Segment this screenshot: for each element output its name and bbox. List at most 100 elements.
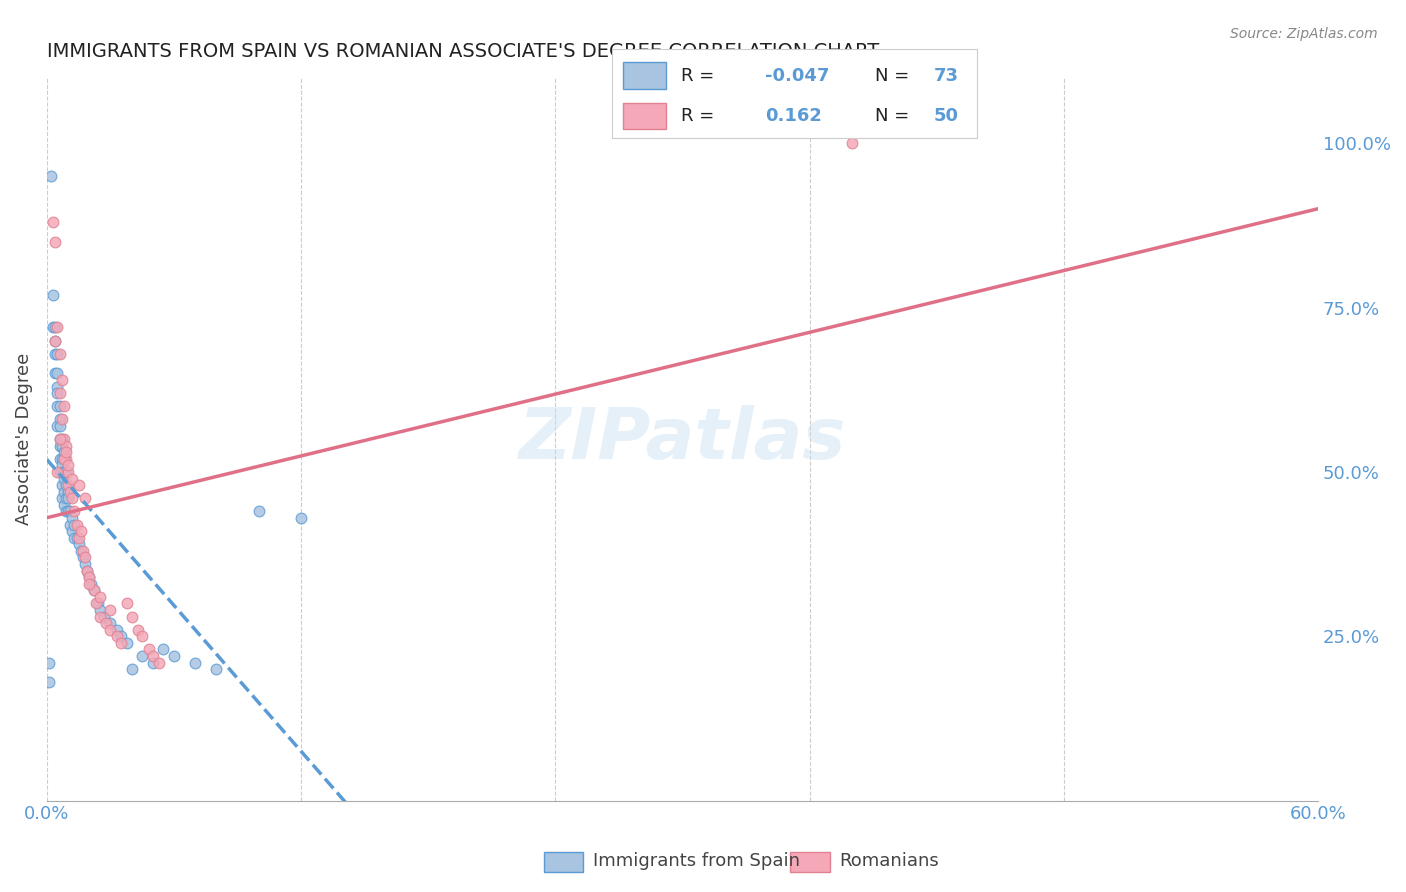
Point bbox=[69, 544, 91, 558]
Point bbox=[131, 648, 153, 663]
Point bbox=[89, 603, 111, 617]
Point bbox=[52, 399, 75, 413]
Point bbox=[51, 412, 73, 426]
Point bbox=[142, 648, 165, 663]
Point bbox=[44, 334, 66, 348]
Text: Romanians: Romanians bbox=[839, 852, 939, 870]
FancyBboxPatch shape bbox=[623, 103, 666, 129]
Point bbox=[46, 465, 69, 479]
Point bbox=[76, 564, 98, 578]
Point bbox=[60, 511, 83, 525]
Point bbox=[52, 445, 75, 459]
Point bbox=[117, 636, 139, 650]
Point bbox=[89, 590, 111, 604]
Point bbox=[38, 675, 60, 690]
Text: Source: ZipAtlas.com: Source: ZipAtlas.com bbox=[1230, 27, 1378, 41]
Point bbox=[38, 656, 60, 670]
Point bbox=[56, 504, 79, 518]
Point bbox=[46, 320, 69, 334]
Point bbox=[55, 478, 77, 492]
Point bbox=[77, 570, 100, 584]
Point bbox=[83, 583, 105, 598]
Point bbox=[205, 662, 228, 676]
Point bbox=[48, 439, 70, 453]
Point bbox=[52, 432, 75, 446]
Point bbox=[42, 287, 65, 301]
Point bbox=[59, 504, 82, 518]
Point bbox=[46, 399, 69, 413]
Point bbox=[127, 623, 149, 637]
Point bbox=[55, 491, 77, 506]
Point bbox=[55, 465, 77, 479]
Point bbox=[110, 636, 132, 650]
Point bbox=[56, 465, 79, 479]
Point bbox=[48, 399, 70, 413]
Point bbox=[67, 531, 90, 545]
Point bbox=[46, 346, 69, 360]
Point bbox=[100, 616, 122, 631]
Point bbox=[65, 531, 87, 545]
Point bbox=[44, 367, 66, 381]
Point bbox=[46, 379, 69, 393]
Point bbox=[77, 570, 100, 584]
Point bbox=[44, 320, 66, 334]
Point bbox=[138, 642, 160, 657]
Point bbox=[121, 662, 143, 676]
Point bbox=[63, 517, 86, 532]
Point bbox=[131, 629, 153, 643]
Point bbox=[148, 656, 170, 670]
Point bbox=[290, 511, 312, 525]
Text: 73: 73 bbox=[934, 67, 959, 85]
Y-axis label: Associate's Degree: Associate's Degree bbox=[15, 353, 32, 525]
FancyBboxPatch shape bbox=[544, 852, 583, 872]
Point bbox=[89, 609, 111, 624]
Point bbox=[52, 451, 75, 466]
Text: N =: N = bbox=[875, 67, 910, 85]
Point bbox=[48, 432, 70, 446]
Point bbox=[56, 478, 79, 492]
Text: 50: 50 bbox=[934, 107, 959, 125]
Point bbox=[51, 439, 73, 453]
Point bbox=[51, 432, 73, 446]
Point bbox=[51, 478, 73, 492]
Point bbox=[42, 320, 65, 334]
Text: -0.047: -0.047 bbox=[765, 67, 830, 85]
Point bbox=[46, 386, 69, 401]
Point bbox=[67, 537, 90, 551]
FancyBboxPatch shape bbox=[790, 852, 830, 872]
Point bbox=[56, 491, 79, 506]
Point bbox=[65, 517, 87, 532]
Text: Immigrants from Spain: Immigrants from Spain bbox=[593, 852, 800, 870]
Point bbox=[52, 484, 75, 499]
Point bbox=[48, 432, 70, 446]
Point bbox=[841, 136, 863, 151]
Point bbox=[56, 484, 79, 499]
Point bbox=[46, 419, 69, 434]
Point bbox=[184, 656, 207, 670]
Point bbox=[42, 215, 65, 229]
Text: R =: R = bbox=[681, 107, 714, 125]
Point bbox=[76, 564, 98, 578]
Point bbox=[110, 629, 132, 643]
Point bbox=[48, 346, 70, 360]
Point bbox=[163, 648, 186, 663]
Point bbox=[52, 451, 75, 466]
Point bbox=[73, 550, 96, 565]
Point bbox=[105, 629, 128, 643]
Point bbox=[84, 596, 107, 610]
Point bbox=[73, 491, 96, 506]
Point bbox=[105, 623, 128, 637]
Point bbox=[44, 346, 66, 360]
Point bbox=[52, 471, 75, 485]
Point bbox=[52, 498, 75, 512]
Point bbox=[60, 524, 83, 538]
Point bbox=[72, 550, 94, 565]
Point bbox=[93, 609, 115, 624]
Point bbox=[63, 504, 86, 518]
Point bbox=[87, 596, 110, 610]
FancyBboxPatch shape bbox=[623, 62, 666, 89]
Point bbox=[51, 373, 73, 387]
Text: R =: R = bbox=[681, 67, 714, 85]
Point bbox=[46, 367, 69, 381]
Point bbox=[83, 583, 105, 598]
